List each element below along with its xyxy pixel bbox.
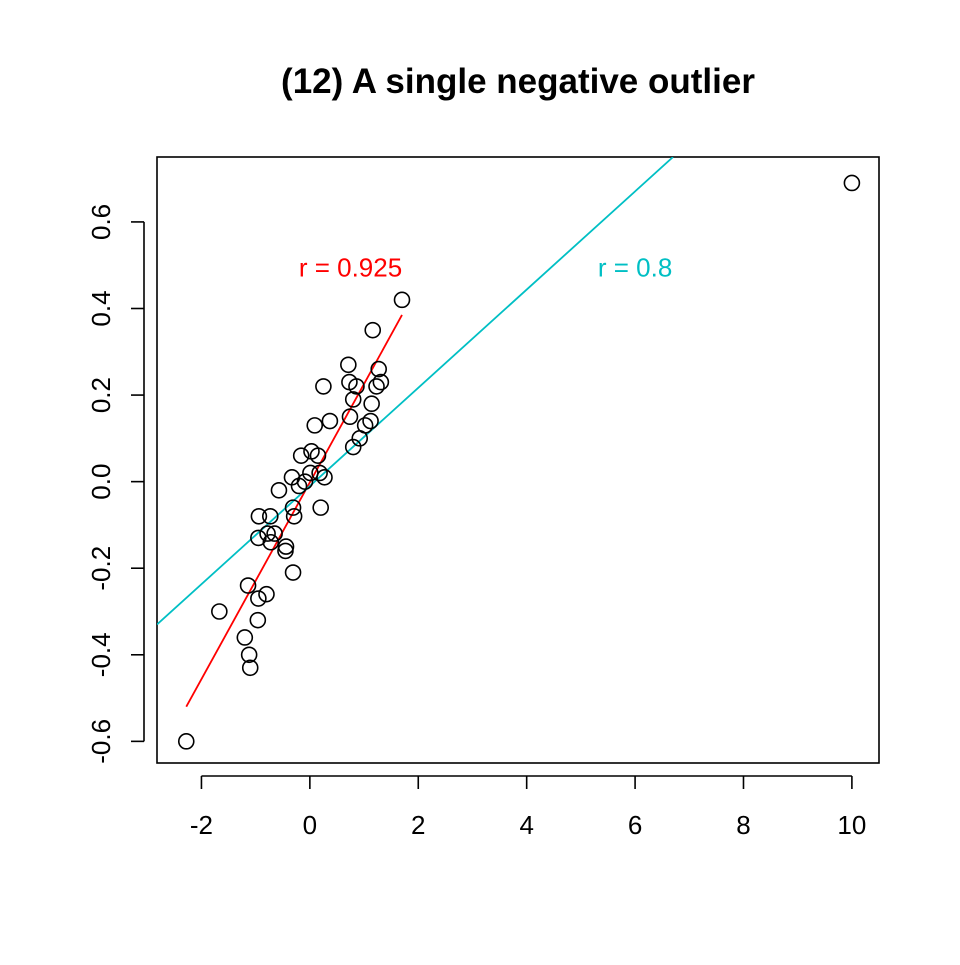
data-point [309,447,327,464]
data-point [250,590,267,607]
x-tick-label: 4 [519,810,533,840]
data-point [236,629,254,646]
data-point [321,412,339,430]
data-point [316,469,333,486]
data-point [239,577,257,594]
plot-frame [156,156,880,764]
x-tick-label: 0 [303,810,317,840]
data-point [362,412,379,430]
data-point [292,447,310,464]
data-point [284,499,302,516]
data-point [211,603,228,620]
data-point [370,360,387,378]
data-point [341,408,359,426]
y-axis: -0.6 -0.4 -0.2 0.0 0.2 0.4 0.6 [86,204,145,764]
data-point [240,646,258,664]
data-point [285,507,303,525]
data-point [344,391,362,408]
x-tick-label: 6 [628,810,642,840]
x-axis: -2 0 2 4 6 8 10 [190,775,866,840]
fit-line [157,157,674,626]
y-tick-label: 0.2 [86,377,116,413]
chart-title: (12) A single negative outlier [281,62,755,101]
annotations: r = 0.925 r = 0.8 [299,252,672,282]
data-point [843,174,861,192]
data-points [177,174,861,750]
data-point [241,659,259,677]
data-point [266,525,283,542]
fit-lines [157,157,674,708]
data-point [368,378,385,395]
data-point [344,438,362,456]
correlation-label: r = 0.8 [598,252,672,282]
correlation-label: r = 0.925 [299,252,402,282]
fit-line [185,314,403,708]
data-point [270,481,288,499]
data-point [348,378,365,395]
y-tick-label: 0.6 [86,204,116,240]
x-tick-label: 8 [736,810,750,840]
data-point [259,525,276,542]
x-tick-label: -2 [190,810,213,840]
data-point [250,529,267,547]
data-point [249,611,267,629]
y-tick-label: 0.0 [86,464,116,500]
data-point [364,321,382,339]
data-point [306,417,324,434]
data-point [258,585,275,603]
y-tick-label: -0.4 [86,632,116,677]
x-tick-label: 2 [411,810,425,840]
data-point [261,507,279,525]
data-point [296,473,314,490]
data-point [315,378,332,395]
data-point [311,464,328,482]
data-point [372,373,390,391]
data-point [277,538,295,555]
data-point [312,499,329,516]
y-tick-label: -0.6 [86,719,116,764]
data-point [177,733,195,750]
data-point [393,291,411,309]
data-point [250,507,268,525]
data-point [340,356,357,374]
x-tick-label: 10 [837,810,866,840]
data-point [262,533,280,551]
data-point [284,564,302,581]
y-tick-label: 0.4 [86,290,116,326]
data-point [363,395,380,413]
y-tick-label: -0.2 [86,546,116,591]
data-point [356,417,374,434]
